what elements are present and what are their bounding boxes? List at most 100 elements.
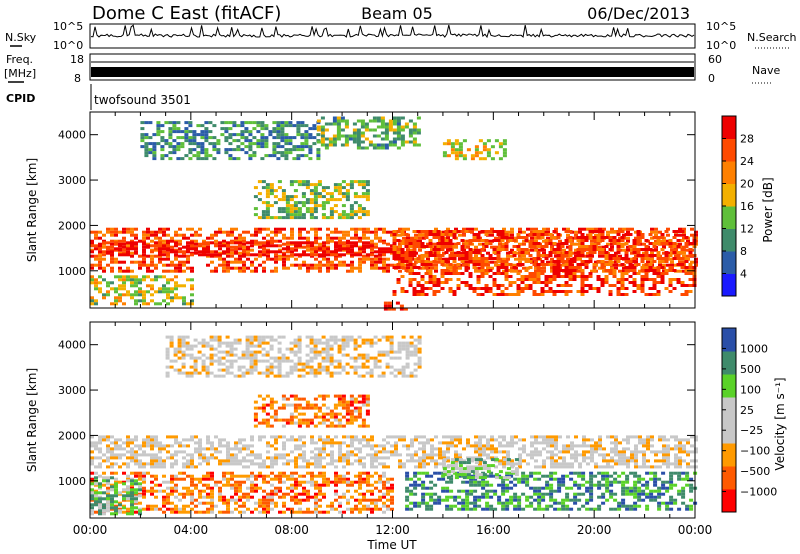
heatmap-cell [354, 453, 358, 457]
heatmap-cell [200, 157, 205, 161]
heatmap-cell [158, 239, 162, 243]
heatmap-cell [297, 213, 302, 217]
heatmap-cell [326, 441, 330, 445]
heatmap-cell [154, 441, 158, 445]
heatmap-cell [194, 251, 198, 255]
heatmap-cell [326, 483, 330, 487]
heatmap-cell [266, 250, 270, 254]
heatmap-cell [358, 450, 362, 454]
heatmap-cell [694, 465, 698, 469]
heatmap-cell [458, 435, 462, 439]
heatmap-cell [278, 471, 282, 475]
heatmap-cell [98, 441, 102, 445]
heatmap-cell [400, 125, 405, 129]
heatmap-cell [334, 483, 338, 487]
heatmap-cell [656, 281, 661, 284]
heatmap-cell [518, 251, 522, 255]
heatmap-cell [398, 233, 402, 237]
heatmap-cell [156, 142, 161, 146]
heatmap-cell [198, 253, 202, 257]
heatmap-cell [270, 507, 274, 511]
heatmap-cell [122, 302, 126, 306]
heatmap-cell [680, 239, 685, 242]
heatmap-cell [110, 302, 114, 306]
heatmap-cell [286, 247, 290, 251]
heatmap-cell [130, 227, 134, 231]
heatmap-cell [162, 247, 166, 251]
heatmap-cell [554, 444, 558, 448]
heatmap-cell [592, 230, 597, 233]
heatmap-cell [293, 210, 298, 214]
heatmap-cell [180, 130, 185, 134]
heatmap-cell [566, 257, 570, 261]
heatmap-cell [248, 145, 253, 149]
heatmap-cell [334, 250, 338, 254]
heatmap-cell [98, 236, 102, 240]
heatmap-cell [266, 227, 270, 231]
heatmap-cell [446, 435, 450, 439]
heatmap-cell [170, 507, 174, 511]
heatmap-cell [350, 441, 354, 445]
heatmap-cell [496, 266, 501, 269]
heatmap-cell [238, 257, 242, 261]
heatmap-cell [130, 233, 134, 237]
heatmap-cell [433, 498, 438, 502]
heatmap-cell [198, 447, 202, 451]
heatmap-cell [478, 157, 483, 161]
heatmap-cell [174, 453, 178, 457]
heatmap-cell [290, 459, 294, 463]
heatmap-cell [126, 290, 130, 294]
heatmap-cell [284, 157, 289, 161]
heatmap-cell [544, 254, 549, 257]
heatmap-cell [170, 248, 174, 252]
heatmap-cell [198, 227, 202, 231]
heatmap-cell [134, 491, 138, 495]
heatmap-cell [318, 465, 322, 469]
heatmap-cell [582, 453, 586, 457]
heatmap-cell [142, 250, 146, 254]
heatmap-cell [574, 242, 578, 246]
heatmap-cell [298, 266, 302, 270]
heatmap-cell [130, 497, 134, 501]
heatmap-cell [293, 195, 298, 199]
heatmap-cell [278, 248, 282, 252]
heatmap-cell [138, 471, 142, 475]
heatmap-cell [228, 154, 233, 158]
heatmap-cell [226, 480, 230, 484]
heatmap-cell [642, 465, 646, 469]
heatmap-cell [206, 241, 210, 245]
heatmap-cell [122, 260, 126, 264]
heatmap-cell [206, 435, 210, 439]
heatmap-cell [412, 137, 417, 141]
heatmap-cell [338, 456, 342, 460]
heatmap-cell [690, 260, 694, 264]
heatmap-cell [396, 266, 401, 269]
heatmap-cell [170, 480, 174, 484]
heatmap-cell [90, 491, 94, 495]
heatmap-cell [285, 201, 290, 205]
heatmap-cell [664, 242, 669, 245]
heatmap-cell [604, 245, 609, 248]
heatmap-cell [206, 462, 210, 466]
heatmap-cell [134, 497, 138, 501]
heatmap-cell [176, 148, 181, 152]
heatmap-cell [508, 293, 513, 296]
heatmap-cell [524, 239, 529, 242]
heatmap-cell [298, 233, 302, 237]
heatmap-cell [90, 435, 94, 439]
heatmap-cell [664, 230, 669, 233]
heatmap-cell [366, 244, 370, 248]
heatmap-cell [325, 186, 330, 190]
heatmap-cell [313, 192, 318, 196]
heatmap-cell [182, 462, 186, 466]
heatmap-cell [106, 438, 110, 442]
heatmap-cell [326, 510, 330, 514]
heatmap-cell [190, 269, 194, 273]
heatmap-cell [484, 290, 489, 293]
heatmap-cell [532, 272, 537, 275]
heatmap-cell [234, 247, 238, 251]
heatmap-cell [666, 444, 670, 448]
heatmap-cell [516, 272, 521, 275]
heatmap-cell [342, 477, 346, 481]
heatmap-cell [210, 504, 214, 508]
